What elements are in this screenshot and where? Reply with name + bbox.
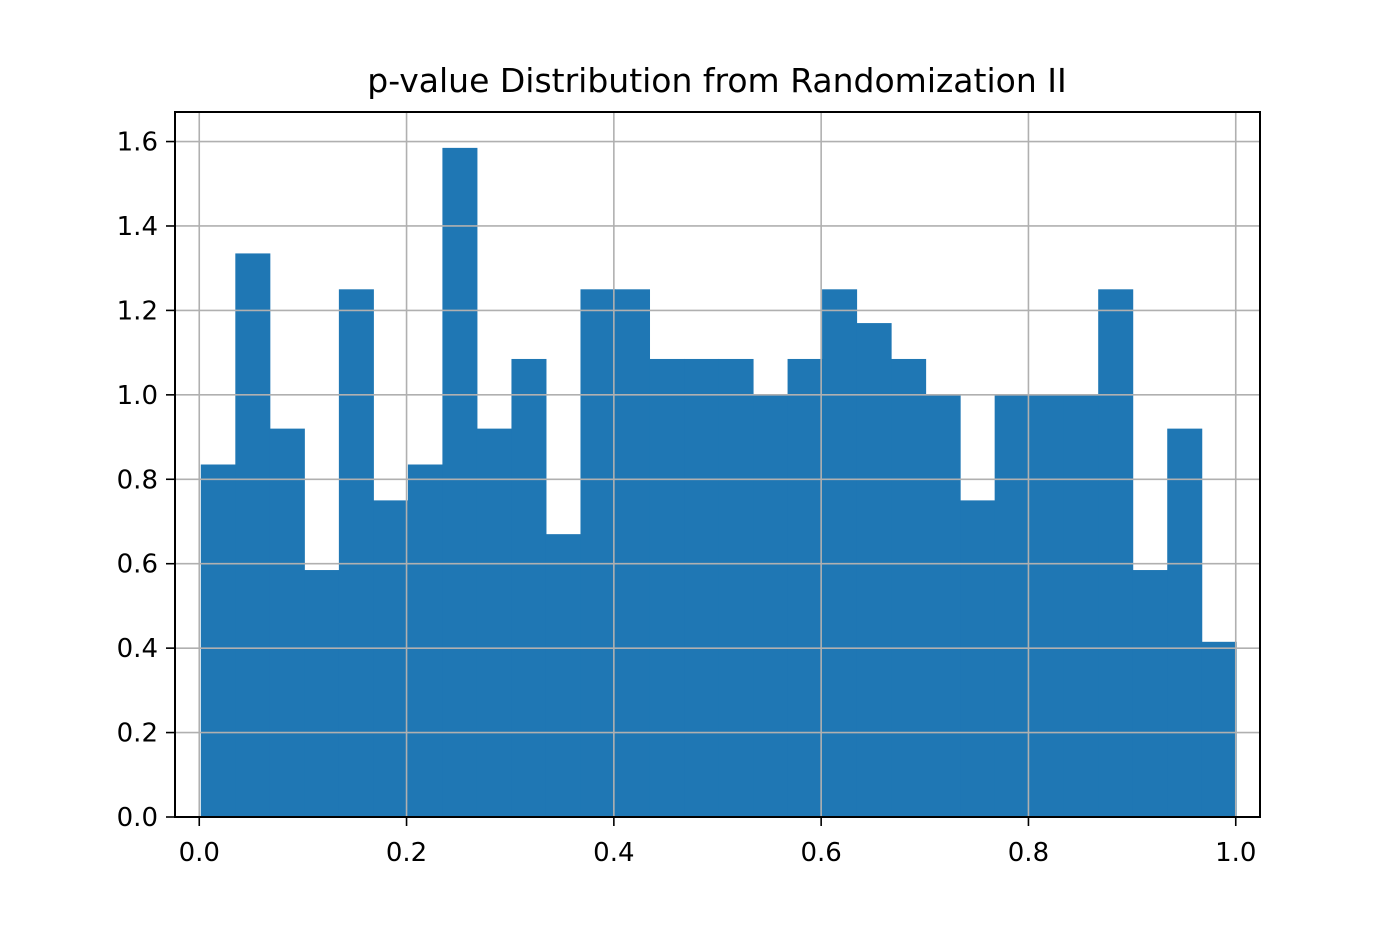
y-tick-label: 0.4 [117,634,158,664]
y-tick-label: 1.0 [117,381,158,411]
y-tick-label: 1.2 [117,296,158,326]
histogram-bar [822,289,858,817]
histogram-bar [649,358,685,817]
histogram-bar [200,464,236,817]
histogram-bar [1063,394,1099,817]
histogram-bar [1029,394,1065,817]
y-tick-label: 0.0 [117,803,158,833]
histogram-bar [235,253,271,818]
histogram-bar [476,428,512,817]
histogram-bar [891,358,927,817]
histogram-bar [580,289,616,817]
histogram-bar [1167,428,1203,817]
histogram-bar [407,464,443,817]
histogram-bar [511,358,547,817]
histogram-bar [753,394,789,817]
histogram-bar [856,323,892,817]
histogram-bar [1098,289,1134,817]
histogram-bar [545,534,581,817]
histogram-bar [338,289,374,817]
y-tick-label: 1.6 [117,128,158,158]
histogram-bar [373,500,409,817]
x-tick-label: 0.2 [386,838,427,868]
histogram-bar [614,289,651,817]
histogram-bar [925,394,961,817]
y-tick-label: 0.6 [117,550,158,580]
x-tick-label: 0.6 [800,838,841,868]
histogram-bar [684,358,720,817]
histogram-bar [442,147,478,817]
histogram-bar [960,500,996,817]
histogram-bar [1132,570,1168,817]
histogram-bar [1201,641,1237,817]
histogram-bar [718,358,754,817]
x-tick-label: 0.8 [1008,838,1049,868]
chart-title: p-value Distribution from Randomization … [367,61,1066,100]
y-axis-ticks: 0.0 0.2 0.4 0.6 0.8 1.0 1.2 1.4 1.6 [117,128,175,833]
y-tick-label: 1.4 [117,212,158,242]
x-axis-ticks: 0.0 0.2 0.4 0.6 0.8 1.0 [179,817,1256,868]
x-tick-label: 0.0 [179,838,220,868]
histogram-bar [994,394,1030,817]
histogram-bar [304,570,340,817]
y-tick-label: 0.8 [117,465,158,495]
x-tick-label: 0.4 [593,838,634,868]
bars-group [200,147,1237,818]
y-tick-label: 0.2 [117,719,158,749]
histogram-bar [269,428,305,817]
plot-frame [174,111,1261,818]
x-tick-label: 1.0 [1215,838,1256,868]
histogram-bar [787,358,823,817]
